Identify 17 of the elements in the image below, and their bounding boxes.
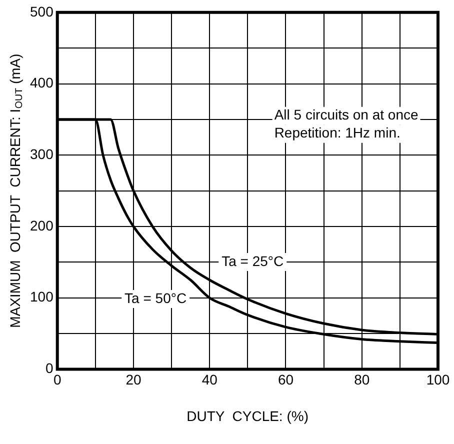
x-tick-label: 60 — [278, 371, 294, 388]
x-tick-label: 20 — [126, 371, 142, 388]
x-axis-title: DUTY CYCLE: (%) — [186, 408, 308, 424]
y-tick-label: 400 — [30, 74, 54, 91]
annotation: Repetition: 1Hz min. — [274, 124, 400, 141]
x-tick-label: 40 — [202, 371, 218, 388]
series-label: Ta = 50°C — [124, 290, 187, 306]
x-tick-label: 80 — [354, 371, 370, 388]
y-tick-label: 0 — [46, 360, 54, 376]
y-tick-label: 300 — [30, 146, 54, 162]
annotation: All 5 circuits on at once — [274, 106, 418, 123]
x-tick-label: 100 — [426, 371, 450, 388]
series-label: Ta = 25°C — [222, 252, 284, 269]
y-tick-label: 500 — [30, 3, 54, 20]
y-tick-label: 200 — [30, 217, 54, 234]
y-axis-title: MAXIMUM OUTPUT CURRENT: IOUT (mA) — [6, 54, 26, 328]
y-tick-label: 100 — [30, 288, 54, 305]
